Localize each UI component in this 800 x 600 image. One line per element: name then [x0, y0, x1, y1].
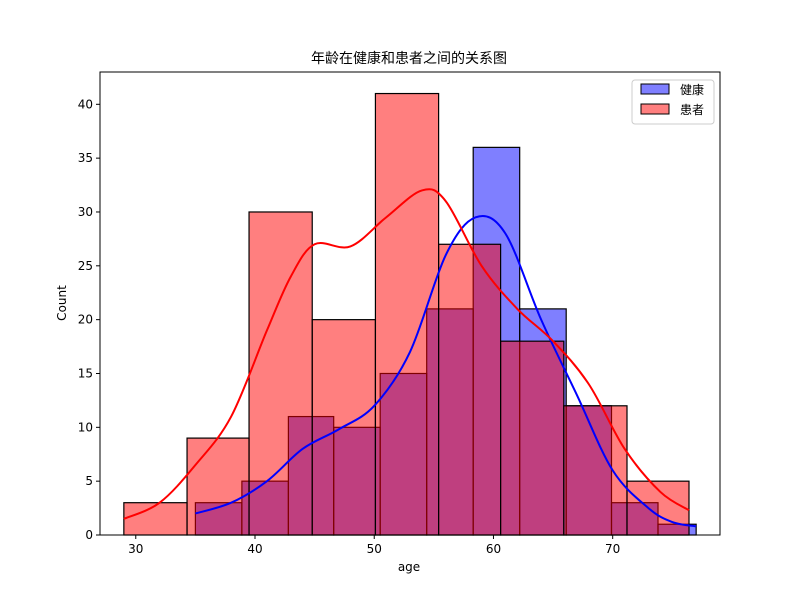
plot-area: 30 40 50 60 70 0 5 10 15 20 25 30 35 40: [78, 71, 721, 556]
legend-label-1: 患者: [680, 103, 704, 117]
bar-patient-5: [438, 243, 502, 536]
y-tick-label: 0: [85, 528, 93, 542]
chart-title: 年龄在健康和患者之间的关系图: [311, 50, 507, 67]
bar-patient-7: [563, 405, 628, 536]
kde-line-healthy: [195, 214, 697, 528]
bar-patient-0: [123, 502, 188, 536]
y-tick-label: 10: [78, 420, 93, 434]
bar-patient-4: [374, 92, 440, 536]
y-tick-label: 35: [78, 151, 93, 165]
bar-patient-2: [248, 211, 313, 536]
x-tick-label: 70: [605, 542, 620, 556]
legend-swatch-1: [640, 103, 670, 115]
kde-line-patient: [123, 188, 690, 520]
y-tick-label: 5: [85, 474, 93, 488]
legend-label-0: 健康: [680, 82, 704, 97]
y-tick-label: 15: [78, 366, 93, 380]
x-tick-label: 30: [128, 542, 143, 556]
x-tick-label: 60: [486, 542, 501, 556]
x-tick-label: 40: [247, 542, 262, 556]
axes-frame: [99, 71, 721, 536]
legend-swatch-0: [640, 83, 670, 95]
y-tick-label: 30: [78, 205, 93, 219]
x-axis-label: age: [398, 560, 420, 574]
y-tick-label: 20: [78, 313, 93, 327]
x-tick-label: 50: [367, 542, 382, 556]
y-tick-label: 40: [78, 97, 93, 111]
bar-patient-1: [186, 437, 250, 536]
bar-patient-6: [500, 340, 565, 536]
y-tick-label: 25: [78, 259, 93, 273]
y-axis-label: Count: [55, 285, 69, 321]
